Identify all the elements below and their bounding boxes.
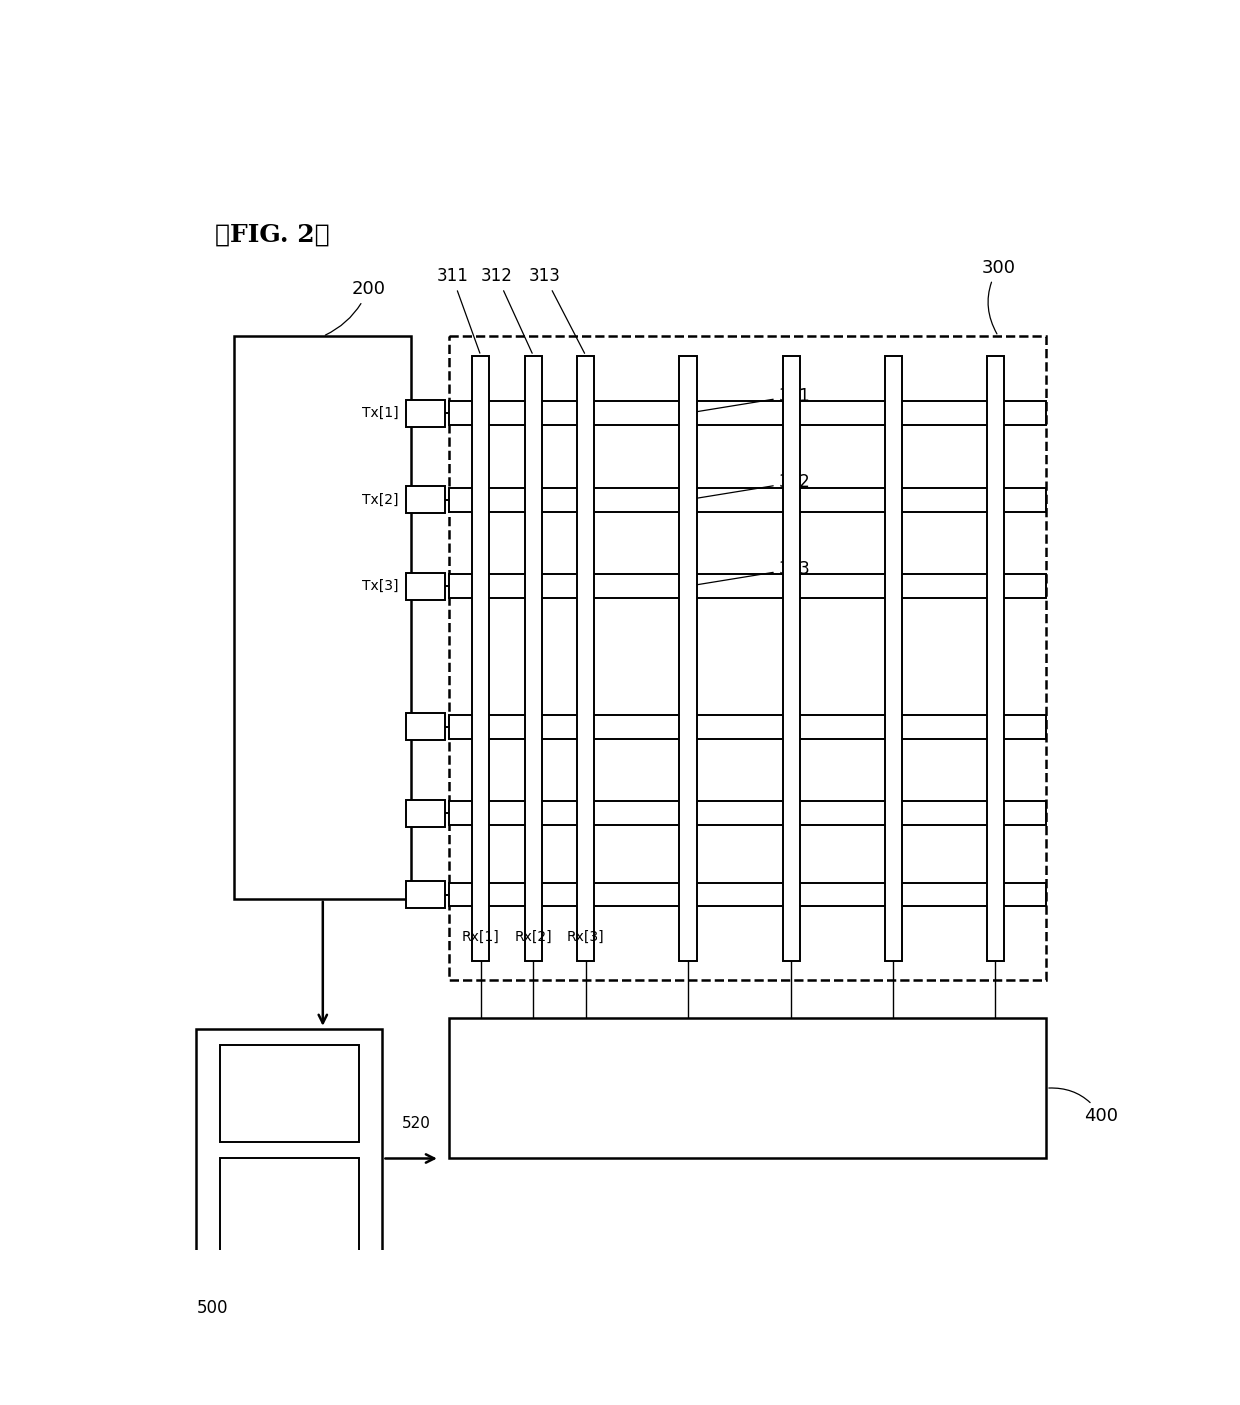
- Bar: [449, 882, 1047, 906]
- Bar: [449, 488, 1047, 511]
- Bar: [884, 355, 901, 961]
- Bar: [578, 355, 594, 961]
- Text: 500: 500: [196, 1300, 228, 1316]
- Text: 300: 300: [981, 259, 1016, 334]
- Text: 302: 302: [691, 473, 811, 499]
- Text: 400: 400: [1049, 1087, 1118, 1125]
- Bar: [221, 1159, 358, 1256]
- Bar: [449, 1017, 1047, 1159]
- Bar: [449, 575, 1047, 599]
- Text: Rx[2]: Rx[2]: [515, 930, 552, 944]
- Bar: [221, 1045, 358, 1142]
- Text: 200: 200: [325, 281, 386, 336]
- Text: 303: 303: [691, 559, 811, 586]
- Bar: [449, 801, 1047, 825]
- Bar: [407, 573, 444, 600]
- Bar: [407, 799, 444, 828]
- Bar: [782, 355, 800, 961]
- Bar: [407, 714, 444, 740]
- Text: 312: 312: [481, 267, 532, 353]
- Text: Rx[3]: Rx[3]: [567, 930, 605, 944]
- Bar: [680, 355, 697, 961]
- Bar: [234, 336, 412, 899]
- Text: 311: 311: [436, 267, 480, 353]
- Bar: [407, 399, 444, 427]
- Bar: [196, 1028, 382, 1288]
- Bar: [472, 355, 490, 961]
- Text: Tx[2]: Tx[2]: [362, 493, 399, 507]
- Text: 520: 520: [402, 1117, 430, 1131]
- Text: 301: 301: [691, 386, 811, 413]
- Text: 』FIG. 2】: 』FIG. 2】: [216, 222, 330, 247]
- Bar: [407, 881, 444, 908]
- Bar: [987, 355, 1004, 961]
- Text: 313: 313: [528, 267, 584, 353]
- Bar: [525, 355, 542, 961]
- Bar: [449, 715, 1047, 739]
- Text: Tx[3]: Tx[3]: [362, 579, 399, 593]
- Text: Tx[1]: Tx[1]: [362, 406, 399, 420]
- Bar: [407, 486, 444, 513]
- Bar: [449, 336, 1047, 981]
- Bar: [449, 402, 1047, 424]
- Text: Rx[1]: Rx[1]: [463, 930, 500, 944]
